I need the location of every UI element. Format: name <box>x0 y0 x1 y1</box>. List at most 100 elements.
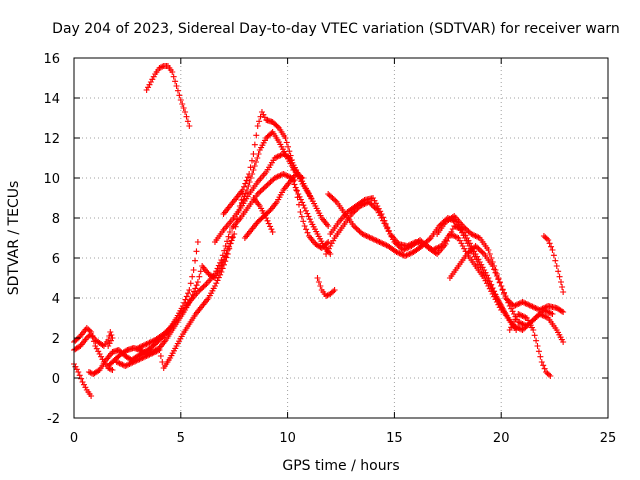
data-point-marker <box>560 309 567 315</box>
data-point-marker <box>540 313 547 319</box>
data-point-marker <box>145 352 152 359</box>
data-point-marker <box>227 240 234 247</box>
data-point-marker <box>498 283 505 289</box>
series-track-u <box>506 311 554 379</box>
data-point-marker <box>509 308 516 315</box>
series-track-f <box>113 235 236 371</box>
data-point-marker <box>485 247 492 253</box>
data-point-marker <box>491 266 498 273</box>
data-point-marker <box>461 235 468 241</box>
data-point-marker <box>522 322 529 329</box>
y-tick-label: 16 <box>43 52 60 67</box>
data-point-marker <box>174 87 181 94</box>
series-track-m <box>241 171 306 241</box>
data-point-marker <box>166 325 173 332</box>
data-point-marker <box>180 105 187 111</box>
data-point-marker <box>446 231 453 237</box>
data-point-marker <box>549 311 556 317</box>
data-point-marker <box>394 249 401 256</box>
data-point-marker <box>277 172 284 179</box>
data-point-marker <box>406 251 413 257</box>
data-point-marker <box>518 312 525 319</box>
data-point-marker <box>499 286 506 293</box>
data-marks <box>71 63 567 399</box>
data-point-marker <box>86 327 93 334</box>
data-point-marker <box>558 308 565 315</box>
data-point-marker <box>226 229 233 235</box>
data-point-marker <box>197 268 204 275</box>
data-point-marker <box>135 345 142 351</box>
data-point-marker <box>261 114 268 121</box>
data-point-marker <box>535 312 542 319</box>
data-point-marker <box>257 188 264 195</box>
data-point-marker <box>495 276 502 283</box>
data-point-marker <box>213 268 220 275</box>
data-point-marker <box>540 362 547 369</box>
data-point-marker <box>159 63 166 70</box>
data-point-marker <box>170 73 177 80</box>
data-point-marker <box>552 257 559 264</box>
series-track-h <box>143 63 193 129</box>
data-point-marker <box>434 245 441 251</box>
data-point-marker <box>130 359 137 365</box>
data-point-marker <box>167 324 174 331</box>
y-tick-label: 4 <box>52 292 60 307</box>
data-point-marker <box>183 293 190 300</box>
data-point-marker <box>301 205 308 211</box>
data-point-marker <box>516 319 523 326</box>
data-point-marker <box>145 84 152 91</box>
data-point-marker <box>78 375 85 382</box>
data-point-marker <box>263 183 270 189</box>
data-point-marker <box>286 148 293 155</box>
data-point-marker <box>492 296 499 303</box>
data-point-marker <box>509 321 516 328</box>
chart-title: Day 204 of 2023, Sidereal Day-to-day VTE… <box>52 21 620 37</box>
data-point-marker <box>404 251 411 258</box>
series-track-t <box>446 243 556 329</box>
data-point-marker <box>302 207 309 214</box>
data-point-marker <box>135 357 142 363</box>
y-tick-label: 6 <box>52 252 60 267</box>
data-point-marker <box>543 314 550 321</box>
data-point-marker <box>523 323 530 329</box>
data-point-marker <box>506 303 513 309</box>
data-point-marker <box>156 65 163 71</box>
data-point-marker <box>489 263 496 269</box>
data-point-marker <box>359 231 366 237</box>
data-point-marker <box>465 228 472 235</box>
data-point-marker <box>379 240 386 247</box>
data-point-marker <box>163 328 170 335</box>
data-point-marker <box>285 143 292 150</box>
data-point-marker <box>276 153 283 159</box>
data-point-marker <box>375 205 382 212</box>
data-point-marker <box>459 243 466 249</box>
data-point-marker <box>306 216 313 223</box>
data-point-marker <box>535 348 542 355</box>
data-point-marker <box>258 109 265 115</box>
data-point-marker <box>268 226 275 233</box>
data-point-marker <box>476 247 483 253</box>
data-point-marker <box>152 349 159 355</box>
data-point-marker <box>143 341 150 347</box>
data-point-marker <box>505 299 512 306</box>
data-point-marker <box>461 224 468 231</box>
data-point-marker <box>299 175 306 181</box>
y-tick-label: 8 <box>52 212 60 227</box>
data-point-marker <box>143 87 150 93</box>
data-point-marker <box>137 355 144 362</box>
data-point-marker <box>518 320 525 327</box>
data-point-marker <box>194 279 201 285</box>
data-point-marker <box>220 261 227 268</box>
data-point-marker <box>76 372 83 379</box>
data-point-marker <box>471 232 478 239</box>
data-point-marker <box>327 291 334 297</box>
data-point-marker <box>264 217 271 224</box>
data-point-marker <box>376 239 383 245</box>
y-tick-label: 10 <box>43 172 60 187</box>
data-point-marker <box>132 358 139 365</box>
data-point-marker <box>249 157 255 164</box>
data-point-marker <box>323 293 330 299</box>
data-point-marker <box>237 203 244 209</box>
data-point-marker <box>350 223 357 229</box>
data-point-marker <box>399 251 406 258</box>
